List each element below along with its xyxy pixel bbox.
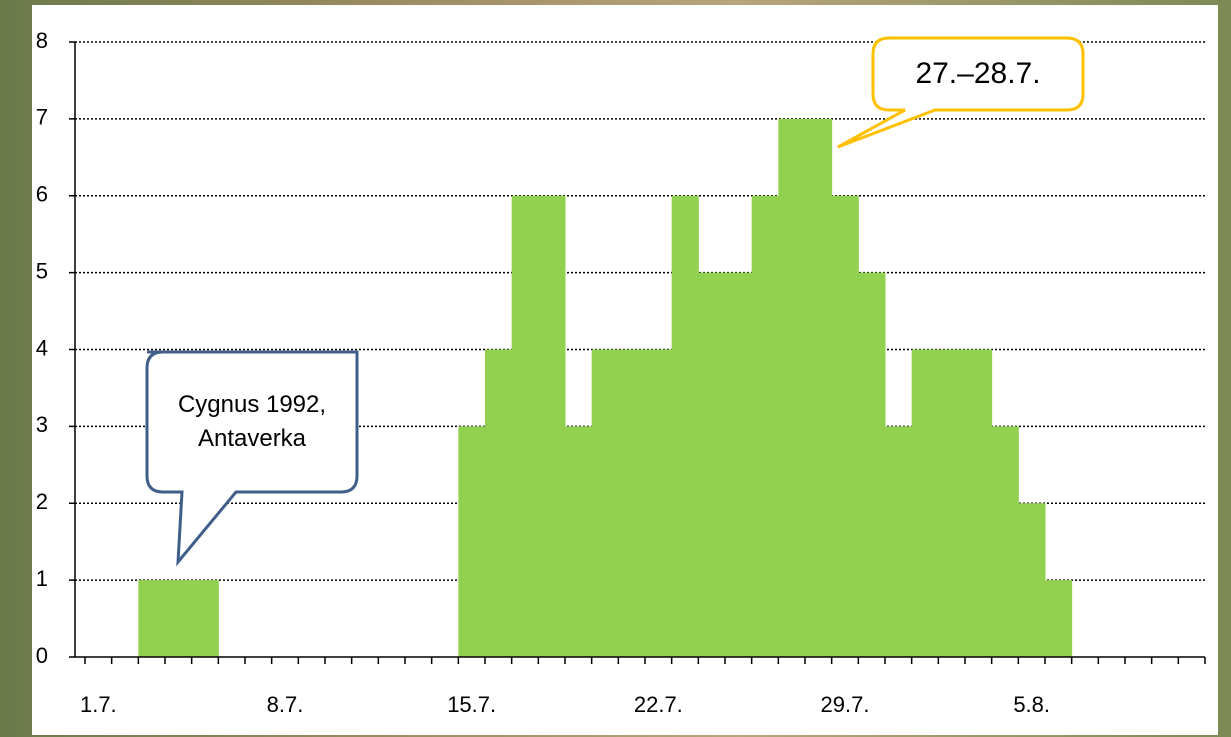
page: 0 1 2 3 4 5 6 7 8 1.7. 8.7. 15.7. 22.7. 29.7. 5.8. Cyg… — [0, 0, 1231, 737]
bar — [858, 273, 885, 657]
x-tick-label: 29.7. — [821, 692, 870, 717]
bar — [832, 196, 859, 657]
bar — [1045, 580, 1072, 657]
bar — [165, 580, 192, 657]
bar — [618, 350, 645, 658]
y-tick-label: 0 — [36, 643, 48, 668]
bar — [192, 580, 219, 657]
bar — [592, 350, 619, 658]
annotation: Cygnus 1992, Antaverka — [150, 355, 354, 489]
bar — [752, 196, 779, 657]
x-tick-label: 8.7. — [267, 692, 304, 717]
bar — [138, 580, 165, 657]
x-tick-label: 15.7. — [447, 692, 496, 717]
bar — [885, 426, 912, 657]
y-tick-label: 7 — [36, 105, 48, 130]
y-tick-label: 8 — [36, 28, 48, 53]
bar — [992, 426, 1019, 657]
y-tick-label: 1 — [36, 566, 48, 591]
bar — [805, 119, 832, 657]
bar — [1018, 503, 1045, 657]
bar — [912, 350, 939, 658]
bar — [778, 119, 805, 657]
x-tick-label: 22.7. — [634, 692, 683, 717]
y-tick-label: 4 — [36, 335, 48, 360]
y-tick-label: 2 — [36, 489, 48, 514]
y-tick-label: 5 — [36, 258, 48, 283]
bar — [965, 350, 992, 658]
bar — [512, 196, 539, 657]
bar — [485, 350, 512, 658]
bar — [938, 350, 965, 658]
bar — [672, 196, 699, 657]
x-tick-label: 5.8. — [1013, 692, 1050, 717]
bar — [645, 350, 672, 658]
y-tick-label: 6 — [36, 182, 48, 207]
bar — [458, 426, 485, 657]
bar — [538, 196, 565, 657]
bar — [725, 273, 752, 657]
annotation: 27.–28.7. — [876, 41, 1080, 107]
bar — [698, 273, 725, 657]
y-tick-label: 3 — [36, 412, 48, 437]
bar — [565, 426, 592, 657]
x-tick-label: 1.7. — [80, 692, 117, 717]
